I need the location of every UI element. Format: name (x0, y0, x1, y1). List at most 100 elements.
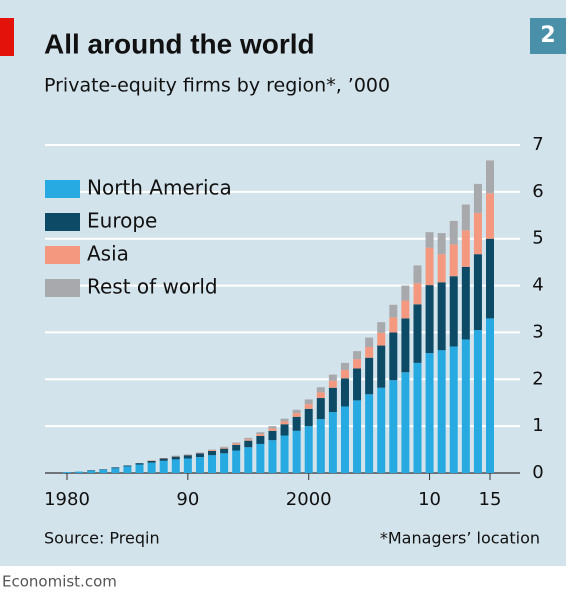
bar (377, 322, 385, 333)
bar (329, 412, 337, 473)
credit: Economist.com (2, 573, 117, 591)
bar (268, 431, 276, 440)
bar (377, 388, 385, 473)
bar (365, 347, 373, 358)
bar (305, 409, 313, 426)
bar (413, 283, 421, 304)
bar (160, 461, 168, 473)
bar (256, 434, 264, 436)
bar (305, 426, 313, 473)
bar (256, 432, 264, 434)
bar (353, 369, 361, 401)
bar (220, 449, 228, 454)
bar (232, 443, 240, 444)
bar (232, 445, 240, 451)
bar (317, 419, 325, 473)
bar (220, 453, 228, 473)
bar (136, 465, 144, 473)
bar (365, 394, 373, 473)
x-tick-label: 15 (479, 489, 502, 510)
bar (111, 468, 119, 473)
bar (389, 380, 397, 473)
bar (244, 441, 252, 448)
bar (293, 417, 301, 431)
bar (160, 458, 168, 460)
y-tick-label: 5 (532, 228, 543, 249)
bar (401, 372, 409, 473)
y-tick-label: 1 (532, 415, 543, 436)
bar (450, 276, 458, 346)
bar (111, 467, 119, 468)
bar (196, 453, 204, 457)
bar (377, 346, 385, 388)
bar (232, 451, 240, 473)
bar (184, 455, 192, 458)
bar (341, 406, 349, 473)
bar (317, 387, 325, 392)
bar (462, 230, 470, 267)
bar (486, 318, 494, 473)
bar (462, 267, 470, 340)
legend-label: Asia (87, 242, 129, 266)
bar (462, 339, 470, 473)
bar (148, 461, 156, 463)
bar (426, 232, 434, 247)
bar (438, 282, 446, 350)
legend-swatch (45, 246, 80, 264)
bar (329, 388, 337, 412)
y-tick-label: 6 (532, 181, 543, 202)
bar (75, 472, 83, 473)
bar (413, 304, 421, 363)
bar (244, 447, 252, 473)
bar (474, 213, 482, 254)
bar (63, 472, 71, 473)
bar (474, 184, 482, 213)
legend-label: North America (87, 176, 232, 200)
bar (486, 160, 494, 193)
bar (281, 424, 289, 435)
bar (438, 233, 446, 254)
bar (305, 404, 313, 409)
x-tick-label: 10 (418, 489, 441, 510)
red-tag (0, 18, 14, 56)
bar (341, 363, 349, 370)
y-tick-label: 4 (532, 275, 543, 296)
bar (317, 398, 325, 419)
bar (353, 351, 361, 359)
chart-subtitle: Private-equity firms by region*, ’000 (44, 75, 390, 97)
bar (244, 439, 252, 440)
bar (438, 254, 446, 282)
legend-swatch (45, 213, 80, 231)
legend-swatch (45, 279, 80, 297)
legend-label: Europe (87, 209, 157, 233)
bar (317, 392, 325, 398)
bar (123, 466, 131, 473)
bar (329, 375, 337, 381)
x-tick-label: 2000 (286, 489, 332, 510)
bar (341, 370, 349, 378)
bar (99, 470, 107, 473)
bar (220, 448, 228, 449)
bar (293, 413, 301, 417)
legend-label: Rest of world (87, 275, 218, 299)
bar (172, 459, 180, 473)
bar (172, 457, 180, 460)
bar (256, 436, 264, 444)
bar (450, 221, 458, 244)
bar (413, 363, 421, 473)
bar (413, 265, 421, 283)
y-tick-label: 2 (532, 368, 543, 389)
bar (148, 463, 156, 473)
bar (281, 436, 289, 473)
bar (281, 421, 289, 424)
bar (305, 399, 313, 404)
bar (426, 353, 434, 473)
bar (462, 205, 470, 231)
bar (474, 330, 482, 473)
bar (208, 455, 216, 473)
bar (426, 248, 434, 285)
bar (365, 338, 373, 347)
y-tick-label: 0 (532, 462, 543, 483)
bar (450, 346, 458, 473)
footnote: *Managers’ location (380, 529, 540, 548)
